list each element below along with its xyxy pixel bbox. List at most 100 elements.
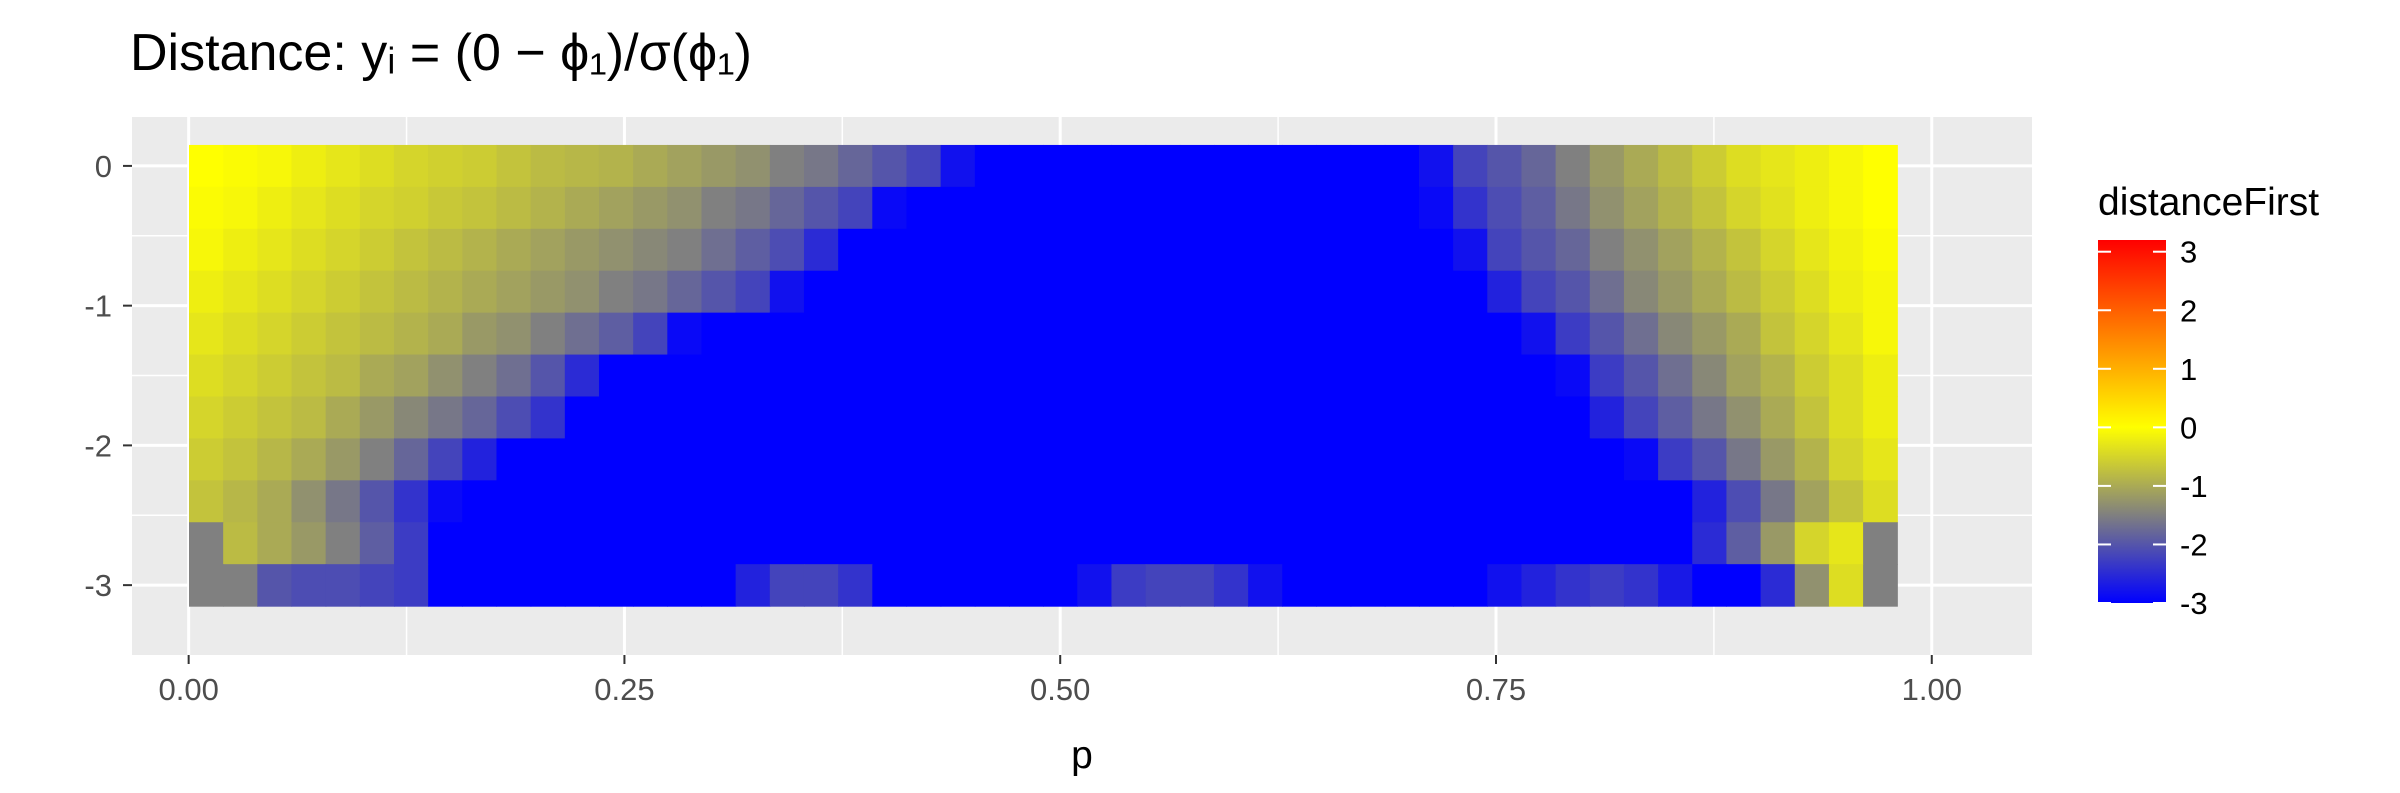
heatmap-cell bbox=[564, 186, 600, 230]
heatmap-cell bbox=[428, 270, 463, 314]
heatmap-cell bbox=[1726, 522, 1762, 565]
heatmap-cell bbox=[1179, 354, 1215, 398]
heatmap-cell bbox=[462, 480, 498, 523]
heatmap-cell bbox=[940, 354, 976, 398]
heatmap-cell bbox=[359, 312, 395, 356]
heatmap-cell bbox=[1521, 522, 1557, 565]
heatmap-cell bbox=[462, 312, 498, 356]
heatmap-cell bbox=[359, 564, 395, 607]
heatmap-cell bbox=[1248, 354, 1283, 398]
heatmap-cell bbox=[1418, 522, 1454, 565]
heatmap-cell bbox=[257, 354, 293, 398]
heatmap-cell bbox=[291, 396, 327, 440]
y-axis: 0 -1 -2 -3 bbox=[84, 149, 132, 603]
heatmap-cell bbox=[838, 312, 873, 356]
heatmap-cell bbox=[393, 228, 429, 272]
heatmap-cell bbox=[1589, 396, 1625, 440]
heatmap-cell bbox=[1248, 480, 1283, 523]
heatmap-cell bbox=[701, 228, 737, 272]
heatmap-cell bbox=[1316, 354, 1352, 398]
heatmap-cell bbox=[1008, 480, 1044, 523]
heatmap-cell bbox=[1179, 228, 1215, 272]
heatmap-cell bbox=[1658, 438, 1693, 481]
heatmap-cell bbox=[393, 354, 429, 398]
heatmap-cell bbox=[1111, 228, 1147, 272]
heatmap-cell bbox=[1555, 396, 1591, 440]
heatmap-cell bbox=[1623, 438, 1659, 481]
heatmap-cell bbox=[496, 480, 532, 523]
heatmap-cell bbox=[359, 396, 395, 440]
heatmap-cell bbox=[530, 186, 566, 230]
heatmap-cell bbox=[872, 480, 908, 523]
heatmap-cell bbox=[1350, 228, 1386, 272]
heatmap-cell bbox=[496, 564, 532, 607]
heatmap-cell bbox=[496, 312, 532, 356]
heatmap-cell bbox=[1248, 144, 1283, 188]
heatmap-cell bbox=[1589, 438, 1625, 481]
heatmap-cell bbox=[1248, 438, 1283, 481]
heatmap-cell bbox=[428, 354, 463, 398]
heatmap-cell bbox=[1555, 480, 1591, 523]
heatmap-cell bbox=[1453, 270, 1488, 314]
heatmap-cell bbox=[1623, 480, 1659, 523]
heatmap-cell bbox=[189, 270, 224, 314]
heatmap-cell bbox=[496, 396, 532, 440]
heatmap-cell bbox=[1384, 522, 1420, 565]
heatmap-cell bbox=[667, 522, 703, 565]
heatmap-cell bbox=[530, 270, 566, 314]
heatmap-cell bbox=[530, 354, 566, 398]
heatmap-cell bbox=[633, 396, 668, 440]
heatmap-cell bbox=[1623, 144, 1659, 188]
heatmap-cell bbox=[1658, 186, 1693, 230]
heatmap-cell bbox=[1521, 228, 1557, 272]
heatmap-cell bbox=[735, 564, 771, 607]
heatmap-cell bbox=[462, 396, 498, 440]
heatmap-cell bbox=[701, 186, 737, 230]
heatmap-cell bbox=[1418, 186, 1454, 230]
heatmap-cell bbox=[1350, 438, 1386, 481]
heatmap-cell bbox=[257, 480, 293, 523]
heatmap-cell bbox=[1077, 480, 1113, 523]
heatmap-cell bbox=[393, 564, 429, 607]
heatmap-cell bbox=[428, 480, 463, 523]
heatmap-cell bbox=[1726, 144, 1762, 188]
heatmap-cell bbox=[223, 480, 258, 523]
heatmap-cell bbox=[189, 438, 224, 481]
heatmap-cell bbox=[530, 522, 566, 565]
heatmap-cell bbox=[496, 228, 532, 272]
heatmap-cell bbox=[1145, 396, 1181, 440]
heatmap-cell bbox=[1213, 144, 1249, 188]
heatmap-cell bbox=[428, 312, 463, 356]
heatmap-cell bbox=[667, 312, 703, 356]
heatmap-cell bbox=[1521, 270, 1557, 314]
heatmap-cell bbox=[223, 354, 258, 398]
heatmap-cell bbox=[1658, 312, 1693, 356]
heatmap-cell bbox=[974, 228, 1010, 272]
heatmap-cell bbox=[1828, 270, 1864, 314]
heatmap-cell bbox=[1521, 564, 1557, 607]
heatmap-cell bbox=[1828, 312, 1864, 356]
heatmap-cell bbox=[735, 270, 771, 314]
heatmap-cell bbox=[1760, 186, 1796, 230]
heatmap-cell bbox=[1692, 354, 1728, 398]
heatmap-cell bbox=[1282, 228, 1318, 272]
heatmap-cell bbox=[1384, 438, 1420, 481]
heatmap-cell bbox=[428, 522, 463, 565]
heatmap-cell bbox=[1828, 144, 1864, 188]
legend-colorbar bbox=[2098, 240, 2166, 603]
legend-label: -2 bbox=[2180, 527, 2208, 562]
heatmap-cell bbox=[906, 228, 942, 272]
heatmap-cell bbox=[1487, 354, 1523, 398]
heatmap-cell bbox=[1658, 564, 1693, 607]
heatmap-cell bbox=[735, 312, 771, 356]
heatmap-cell bbox=[1794, 564, 1830, 607]
heatmap-cell bbox=[1658, 480, 1693, 523]
heatmap-cell bbox=[1726, 564, 1762, 607]
heatmap-cell bbox=[1111, 270, 1147, 314]
heatmap-cell bbox=[1145, 186, 1181, 230]
heatmap-cell bbox=[940, 480, 976, 523]
heatmap-cell bbox=[1179, 144, 1215, 188]
heatmap-cell bbox=[1589, 270, 1625, 314]
heatmap-cell bbox=[1316, 228, 1352, 272]
heatmap-cell bbox=[735, 354, 771, 398]
